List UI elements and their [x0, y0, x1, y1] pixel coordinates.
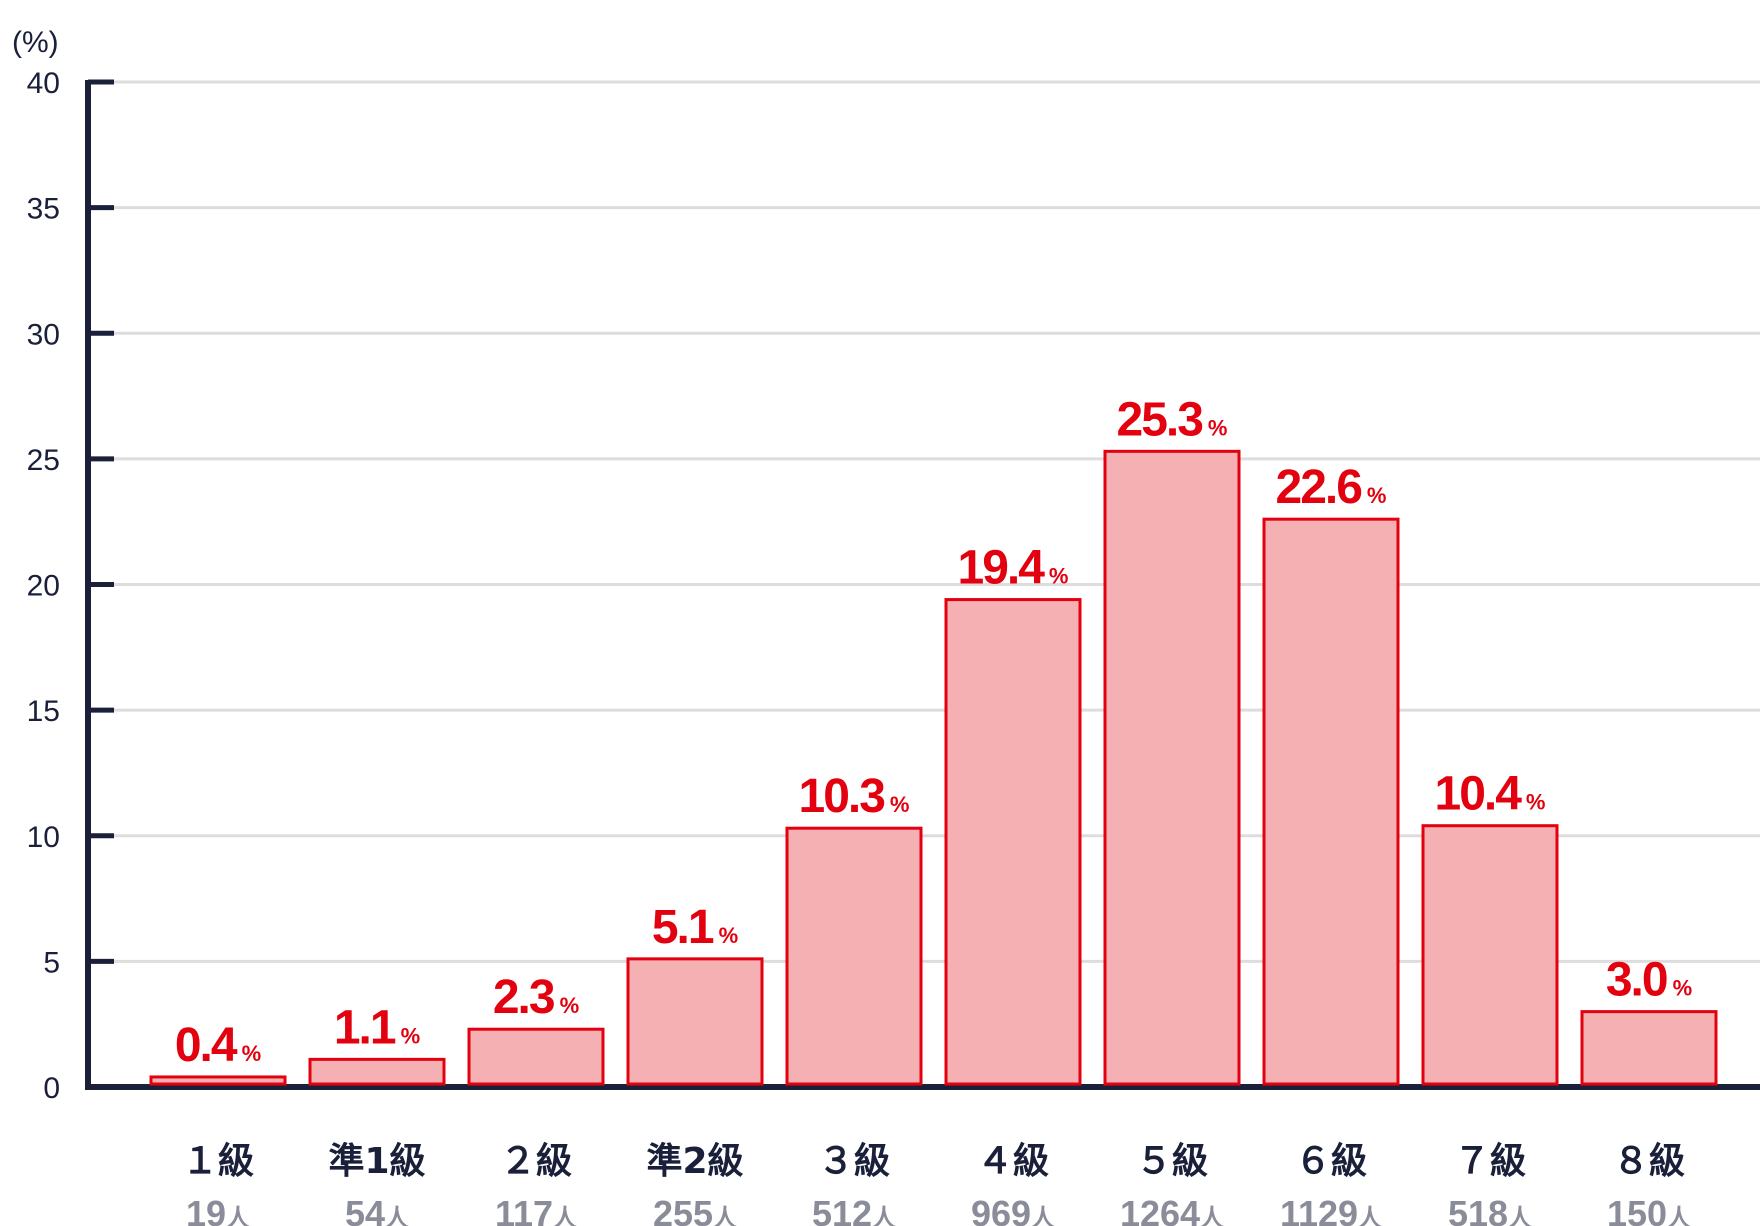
count-label-2級: 117人 — [495, 1193, 577, 1226]
category-label-7級: ７級 — [1454, 1141, 1526, 1182]
value-label-1級: 0.4% — [175, 1019, 261, 1072]
y-tick-label-10: 10 — [27, 821, 60, 854]
y-tick-label-20: 20 — [27, 570, 60, 603]
y-tick-label-5: 5 — [43, 946, 60, 979]
grid-lines — [100, 80, 1760, 963]
count-label-6級: 1129人 — [1280, 1193, 1382, 1226]
category-label-準2級: 準2級 — [646, 1141, 743, 1182]
count-label-5級: 1264人 — [1120, 1193, 1224, 1226]
y-unit-label: (%) — [12, 26, 59, 59]
bar-4級 — [944, 598, 1082, 1086]
y-tick-label-35: 35 — [27, 193, 60, 226]
value-label-準2級: 5.1% — [652, 901, 738, 954]
y-tick-label-25: 25 — [27, 444, 60, 477]
bar-2級 — [467, 1027, 605, 1086]
y-tick-label-15: 15 — [27, 695, 60, 728]
bar-8級 — [1580, 1010, 1718, 1086]
bar-6級 — [1262, 517, 1400, 1086]
count-label-8級: 150人 — [1607, 1193, 1691, 1226]
category-label-3級: ３級 — [818, 1141, 890, 1182]
y-tick-label-40: 40 — [27, 67, 60, 100]
count-label-4級: 969人 — [971, 1193, 1055, 1226]
category-label-4級: ４級 — [977, 1141, 1049, 1182]
count-label-1級: 19人 — [186, 1193, 250, 1226]
bar-1級 — [149, 1075, 287, 1086]
value-label-3級: 10.3% — [799, 770, 910, 823]
count-label-準1級: 54人 — [345, 1193, 409, 1226]
category-label-2級: ２級 — [500, 1141, 572, 1182]
y-tick-label-0: 0 — [43, 1072, 60, 1105]
count-label-準2級: 255人 — [653, 1193, 737, 1226]
count-label-3級: 512人 — [812, 1193, 896, 1226]
bar-7級 — [1421, 824, 1559, 1086]
bar-3級 — [785, 826, 923, 1086]
count-label-7級: 518人 — [1448, 1193, 1532, 1226]
category-label-準1級: 準1級 — [328, 1141, 425, 1182]
bar-準1級 — [308, 1057, 446, 1086]
bar-準2級 — [626, 957, 764, 1086]
y-tick-label-30: 30 — [27, 318, 60, 351]
value-label-7級: 10.4% — [1435, 768, 1546, 821]
value-label-4級: 19.4% — [958, 542, 1069, 595]
value-label-準1級: 1.1% — [334, 1001, 420, 1054]
category-label-8級: ８級 — [1613, 1141, 1685, 1182]
value-label-2級: 2.3% — [493, 971, 579, 1024]
category-label-1級: １級 — [182, 1141, 254, 1182]
category-label-5級: ５級 — [1136, 1141, 1208, 1182]
axes — [85, 79, 1760, 1090]
value-label-8級: 3.0% — [1606, 954, 1692, 1007]
labels: 0 5 10 15 20 25 30 35 40 (%) 0.4 % １級 19人 1.1 % 準1級 54人 2.… — [12, 26, 1692, 1226]
category-label-6級: ６級 — [1295, 1141, 1367, 1182]
bar-5級 — [1103, 449, 1241, 1086]
bars — [149, 449, 1718, 1086]
value-label-6級: 22.6% — [1276, 461, 1387, 514]
value-label-5級: 25.3% — [1117, 393, 1228, 446]
